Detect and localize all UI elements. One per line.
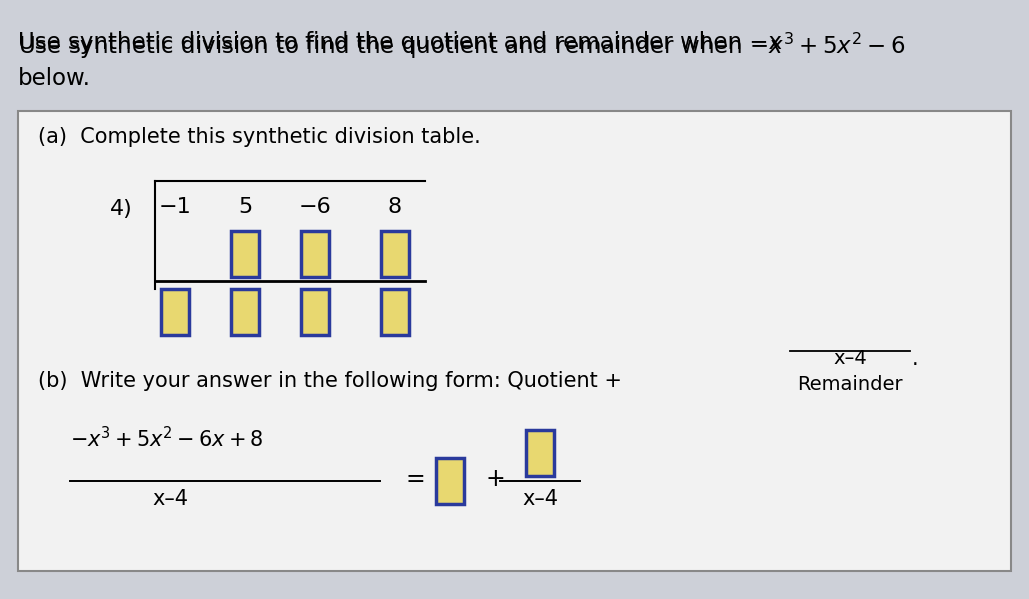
Text: below.: below. bbox=[17, 67, 91, 90]
Text: x–4: x–4 bbox=[833, 349, 866, 368]
Text: Use synthetic division to find the quotient and remainder when −x: Use synthetic division to find the quoti… bbox=[17, 31, 782, 54]
Bar bbox=[230, 231, 259, 277]
Bar bbox=[526, 430, 554, 476]
Bar bbox=[301, 289, 329, 335]
Text: +: + bbox=[485, 467, 505, 491]
Text: Remainder: Remainder bbox=[797, 375, 902, 394]
Text: .: . bbox=[912, 349, 919, 369]
Text: x–4: x–4 bbox=[152, 489, 188, 509]
Text: Use synthetic division to find the quotient and remainder when $-x^{3} + 5x^{2} : Use synthetic division to find the quoti… bbox=[17, 31, 906, 61]
Text: (b)  Write your answer in the following form: Quotient +: (b) Write your answer in the following f… bbox=[38, 371, 622, 391]
Bar bbox=[381, 231, 409, 277]
FancyBboxPatch shape bbox=[17, 111, 1012, 571]
Bar bbox=[301, 231, 329, 277]
Text: 8: 8 bbox=[388, 197, 402, 217]
Text: −1: −1 bbox=[158, 197, 191, 217]
Text: 4): 4) bbox=[110, 199, 133, 219]
Text: x–4: x–4 bbox=[522, 489, 558, 509]
Bar bbox=[161, 289, 189, 335]
Text: −6: −6 bbox=[298, 197, 331, 217]
Text: $-x^3 + 5x^2 - 6x + 8$: $-x^3 + 5x^2 - 6x + 8$ bbox=[70, 426, 263, 451]
Text: 5: 5 bbox=[238, 197, 252, 217]
Bar bbox=[436, 458, 464, 504]
Text: (a)  Complete this synthetic division table.: (a) Complete this synthetic division tab… bbox=[38, 127, 481, 147]
Bar bbox=[230, 289, 259, 335]
Bar bbox=[381, 289, 409, 335]
Text: =: = bbox=[405, 467, 425, 491]
